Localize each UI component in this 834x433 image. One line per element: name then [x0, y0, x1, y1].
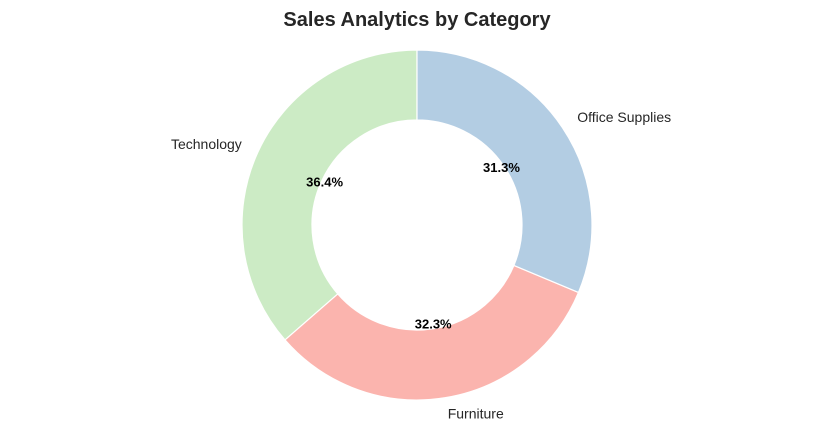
donut-labels: Technology 36.4% Furniture 32.3% Office Supp…	[171, 109, 671, 422]
percent-label-office-supplies: 31.3%	[483, 160, 520, 175]
percent-label-technology: 36.4%	[306, 174, 343, 189]
chart-title: Sales Analytics by Category	[283, 9, 551, 31]
category-label-technology: Technology	[171, 136, 242, 152]
category-label-furniture: Furniture	[448, 406, 504, 422]
wedge-office-supplies	[416, 49, 593, 294]
wedge-furniture	[284, 264, 580, 401]
category-label-office-supplies: Office Supplies	[577, 109, 671, 125]
wedge-technology	[241, 49, 418, 341]
donut-wedges	[241, 49, 593, 401]
percent-label-furniture: 32.3%	[415, 317, 452, 332]
